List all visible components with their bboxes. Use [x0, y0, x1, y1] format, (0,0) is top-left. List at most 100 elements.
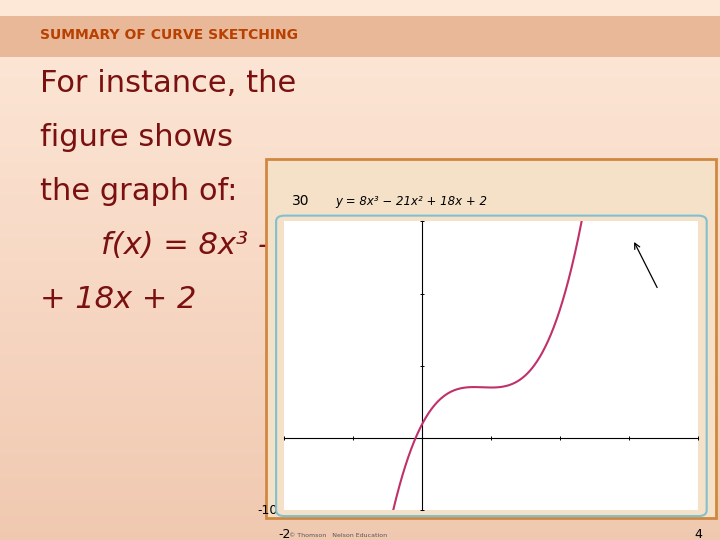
Bar [0, 76, 720, 78]
Bar [0, 537, 720, 540]
Bar [0, 62, 720, 65]
Bar [0, 246, 720, 248]
Bar [0, 329, 720, 332]
Bar [0, 502, 720, 505]
Bar [0, 54, 720, 57]
Bar [0, 189, 720, 192]
Bar [0, 289, 720, 292]
Bar [0, 100, 720, 103]
Bar [0, 454, 720, 456]
Bar [0, 446, 720, 448]
Bar [0, 140, 720, 143]
Bar [0, 489, 720, 491]
Bar [0, 5, 720, 8]
Text: figure shows: figure shows [40, 123, 233, 152]
Bar [0, 132, 720, 135]
Bar [0, 392, 720, 394]
Bar [0, 370, 720, 373]
Bar [0, 202, 720, 205]
Bar [0, 208, 720, 211]
Bar [0, 292, 720, 294]
Bar [0, 167, 720, 170]
Bar [0, 173, 720, 176]
Bar [0, 205, 720, 208]
Bar [0, 192, 720, 194]
FancyBboxPatch shape [0, 16, 720, 57]
Bar [0, 238, 720, 240]
Bar [0, 389, 720, 392]
Bar [0, 157, 720, 159]
Bar [0, 359, 720, 362]
Bar [0, 230, 720, 232]
Bar [0, 49, 720, 51]
Bar [0, 116, 720, 119]
Bar [0, 256, 720, 259]
Bar [0, 259, 720, 262]
Bar [0, 127, 720, 130]
FancyBboxPatch shape [266, 159, 716, 518]
Bar [0, 354, 720, 356]
Text: 4: 4 [695, 528, 702, 540]
Text: y = 8x³ − 21x² + 18x + 2: y = 8x³ − 21x² + 18x + 2 [335, 195, 487, 208]
Text: f(x) = 8x³ - 21x²: f(x) = 8x³ - 21x² [101, 231, 348, 260]
Bar [0, 443, 720, 445]
Bar [0, 459, 720, 462]
Bar [0, 273, 720, 275]
Bar [0, 448, 720, 451]
Bar [0, 119, 720, 122]
Bar [0, 159, 720, 162]
Bar [0, 472, 720, 475]
Bar [0, 526, 720, 529]
Bar [0, 416, 720, 418]
Bar [0, 302, 720, 305]
Bar [0, 57, 720, 59]
Bar [0, 505, 720, 508]
Bar [0, 418, 720, 421]
Bar [0, 151, 720, 154]
Bar [0, 40, 720, 43]
Text: -10: -10 [257, 504, 277, 517]
Bar [0, 400, 720, 402]
Bar [0, 381, 720, 383]
Bar [0, 138, 720, 140]
Bar [0, 408, 720, 410]
Bar [0, 184, 720, 186]
Bar [0, 421, 720, 424]
Bar [0, 356, 720, 359]
Bar [0, 316, 720, 319]
Bar [0, 108, 720, 111]
Bar [0, 513, 720, 516]
Bar [0, 518, 720, 521]
Bar [0, 154, 720, 157]
Bar [0, 532, 720, 535]
Bar [0, 262, 720, 265]
Bar [0, 478, 720, 481]
Bar [0, 335, 720, 338]
Bar [0, 227, 720, 229]
Bar [0, 86, 720, 89]
Bar [0, 68, 720, 70]
Bar [0, 524, 720, 526]
Bar [0, 221, 720, 224]
Bar [0, 300, 720, 302]
Bar [0, 375, 720, 378]
Bar [0, 386, 720, 389]
Bar [0, 105, 720, 108]
Bar [0, 0, 720, 3]
Bar [0, 367, 720, 370]
Bar [0, 521, 720, 524]
Bar [0, 456, 720, 459]
Bar [0, 32, 720, 35]
Bar [0, 491, 720, 494]
Bar [0, 38, 720, 40]
Bar [0, 3, 720, 5]
Bar [0, 383, 720, 386]
Bar [0, 84, 720, 86]
Bar [0, 321, 720, 324]
Bar [0, 362, 720, 364]
Text: SUMMARY OF CURVE SKETCHING: SUMMARY OF CURVE SKETCHING [40, 28, 297, 42]
Bar [0, 529, 720, 532]
Bar [0, 78, 720, 81]
Bar [0, 235, 720, 238]
Bar [0, 194, 720, 197]
